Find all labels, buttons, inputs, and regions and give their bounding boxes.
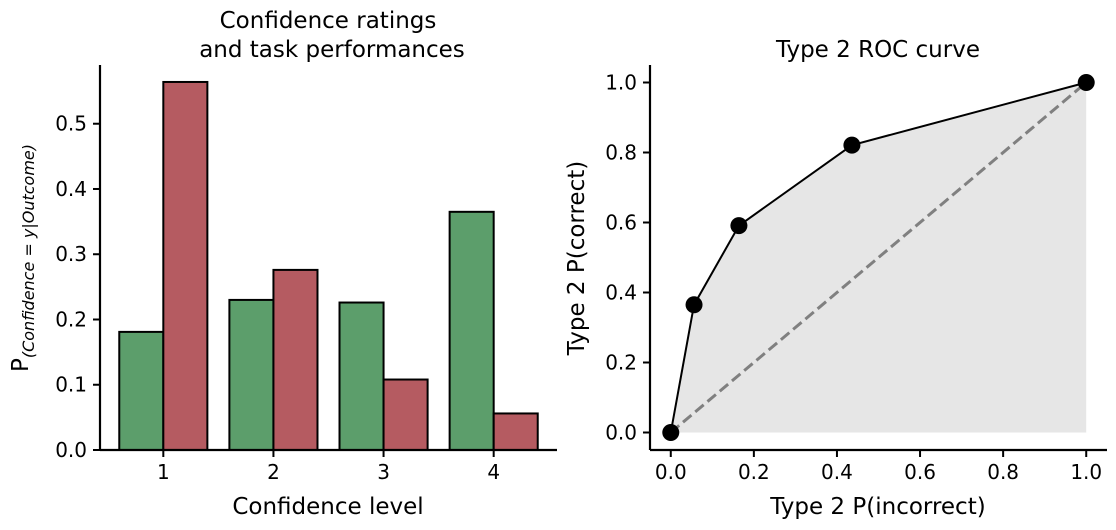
bar-chart-y-label-main: P: [8, 358, 34, 372]
bar-y-tick-label: 0.1: [55, 373, 87, 397]
bar-correct-3: [338, 301, 385, 451]
roc-y-tick-label: 0.0: [605, 421, 637, 445]
bar-plot-area: 1 2 3 4 0.0 0.1 0.2 0.3 0.4 0.5: [55, 80, 539, 484]
bar-correct-2: [228, 298, 275, 451]
bar-y-tick-label: 0.3: [55, 242, 87, 266]
bar-incorrect-3: [382, 378, 429, 451]
bar-chart-x-label: Confidence level: [232, 494, 423, 520]
roc-y-tick-label: 0.4: [605, 281, 637, 305]
bar-correct-1: [118, 330, 165, 451]
bar-chart-y-label: P(Confidence = y|Outcome): [8, 144, 38, 372]
roc-x-tick-label: 0.0: [655, 460, 687, 484]
bar-chart-title-line-1: Confidence ratings: [220, 8, 437, 34]
roc-chance-diagonal: [669, 81, 1088, 434]
roc-y-tick-label: 1.0: [605, 71, 637, 95]
roc-y-label: Type 2 P(correct): [564, 161, 590, 356]
roc-x-tick-label: 0.2: [738, 460, 770, 484]
roc-point: [662, 424, 680, 441]
bar-incorrect-4: [492, 412, 539, 452]
roc-x-tick-label: 0.8: [987, 460, 1019, 484]
bar-y-tick-label: 0.2: [55, 307, 87, 331]
bar-y-tick-label: 0.5: [55, 112, 87, 136]
roc-x-tick-label: 0.4: [821, 460, 853, 484]
roc-point: [1077, 74, 1095, 91]
roc-y-tick-label: 0.6: [605, 211, 637, 235]
roc-point: [685, 296, 703, 314]
bar-x-tick-label: 2: [267, 460, 280, 484]
bar-y-tick-label: 0.0: [55, 438, 87, 462]
roc-plot-area: 0.0 0.2 0.4 0.6 0.8 1.0 0.0 0.2 0.4 0.6 0.8 1.0: [605, 71, 1102, 485]
bar-x-tick-label: 3: [377, 460, 390, 484]
roc-y-tick-label: 0.2: [605, 351, 637, 375]
bar-incorrect-1: [162, 80, 209, 452]
roc-y-tick-label: 0.8: [605, 141, 637, 165]
bar-x-tick-label: 4: [487, 460, 500, 484]
roc-chart-title: Type 2 ROC curve: [775, 37, 980, 63]
confidence-bar-chart: Confidence ratings and task performances…: [8, 8, 557, 520]
bar-correct-4: [448, 210, 495, 451]
bar-chart-title-line-2: and task performances: [199, 37, 465, 63]
bar-y-tick-label: 0.4: [55, 177, 87, 201]
bar-x-tick-label: 1: [157, 460, 170, 484]
roc-chart: Type 2 ROC curve 0.0 0.2 0.4 0.6 0.8 1.00.00.…: [564, 37, 1107, 520]
bar-chart-y-label-subscript: (Confidence = y|Outcome): [19, 144, 38, 358]
roc-point: [843, 136, 861, 154]
roc-point: [730, 217, 748, 235]
roc-x-tick-label: 0.6: [904, 460, 936, 484]
bar-incorrect-2: [272, 268, 319, 452]
roc-x-tick-label: 1.0: [1070, 460, 1102, 484]
roc-x-label: Type 2 P(incorrect): [769, 494, 985, 520]
